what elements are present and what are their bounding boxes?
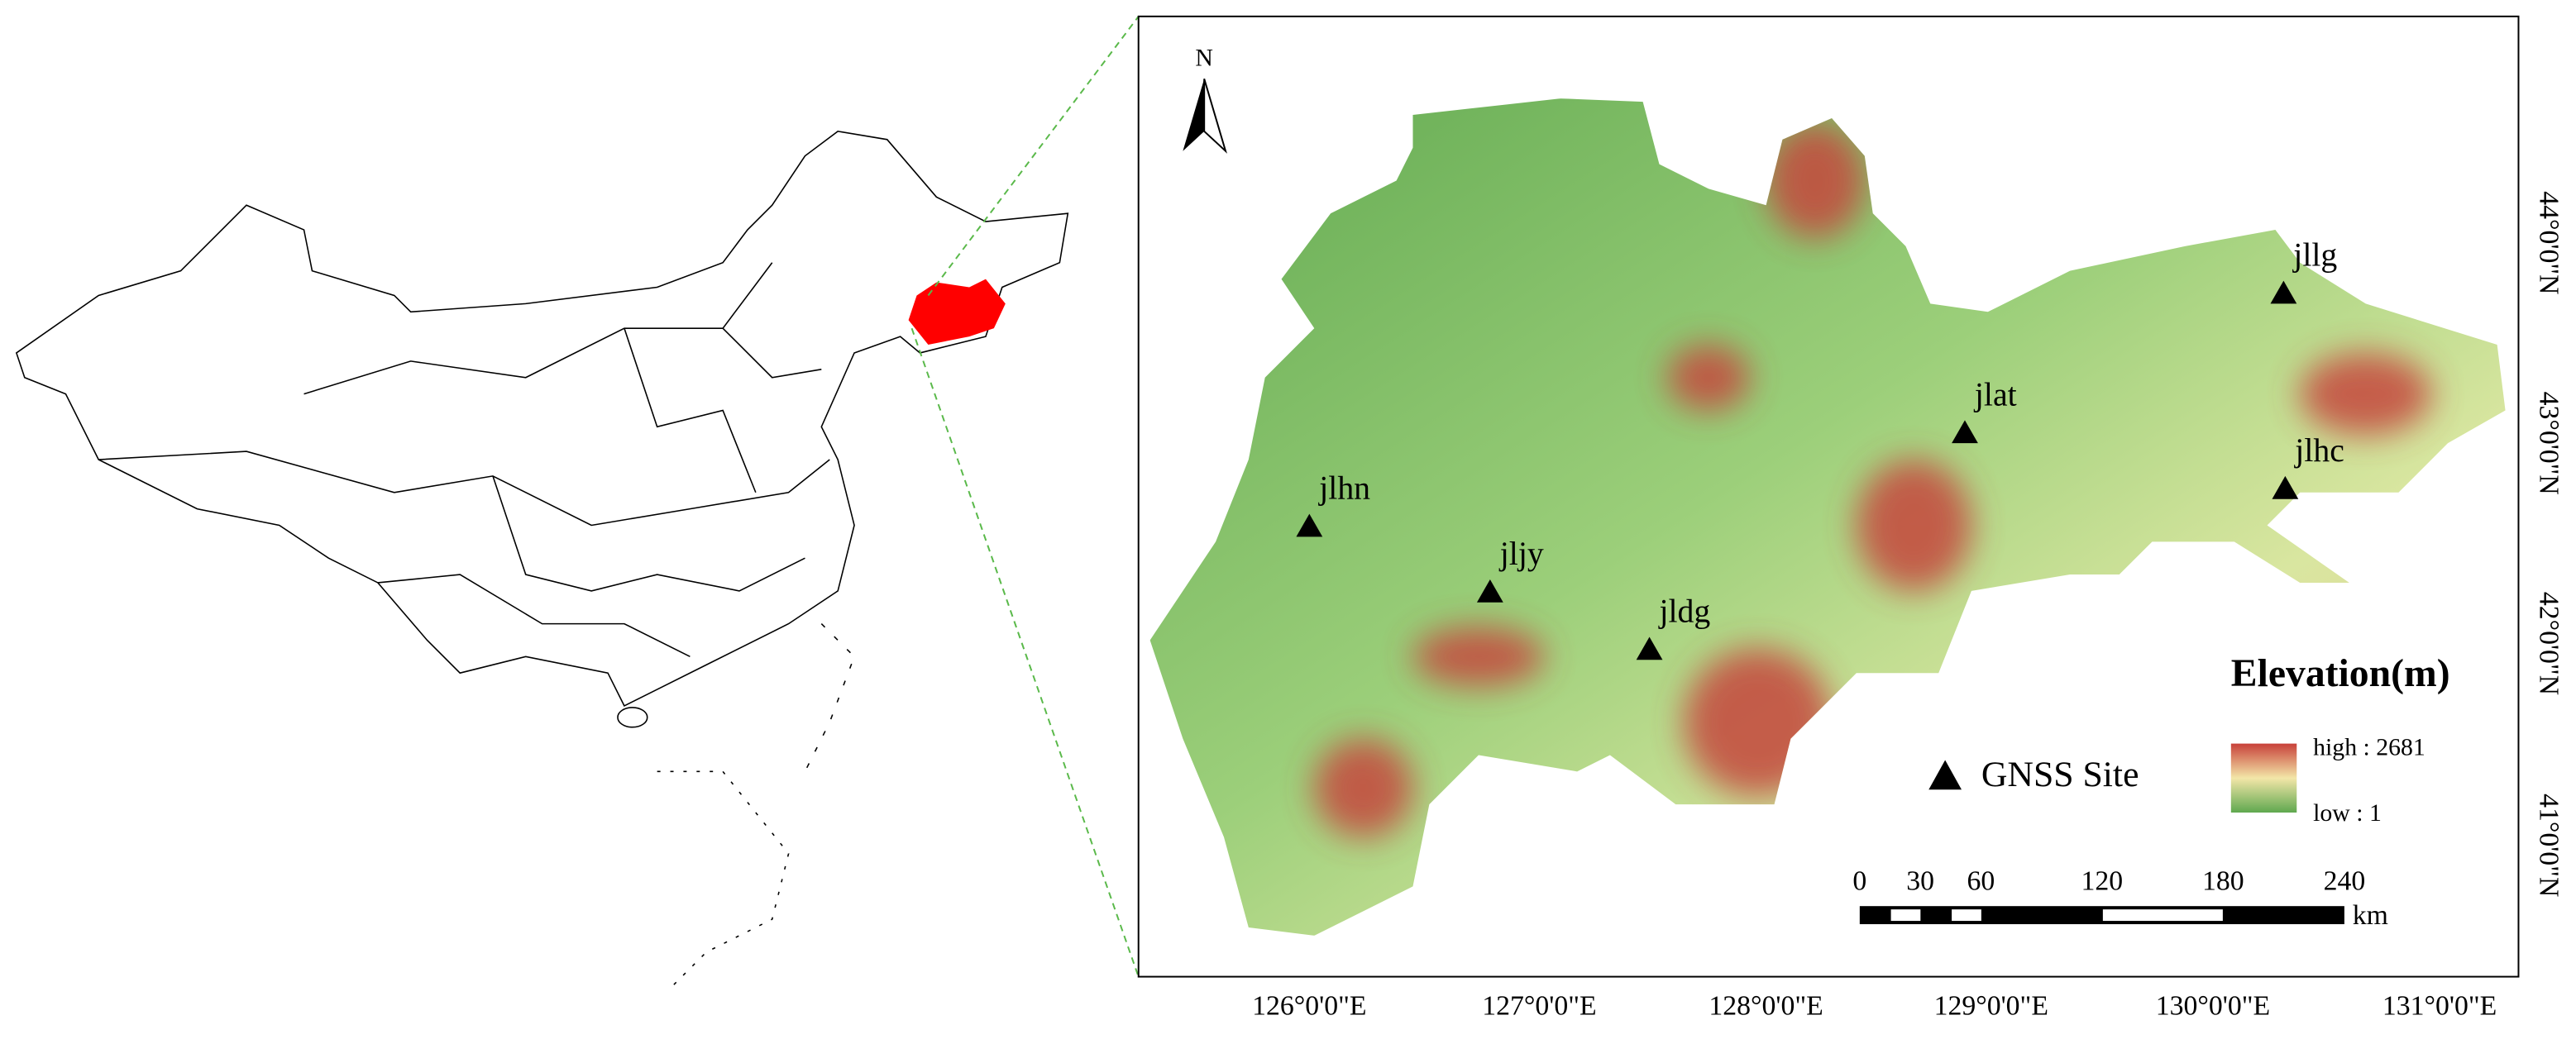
x-axis: 126°0'0"E 127°0'0"E 128°0'0"E 129°0'0"E …: [1252, 990, 2497, 1021]
scale-label: 240: [2324, 865, 2366, 896]
y-tick-label: 42°0'0"N: [2533, 592, 2564, 695]
highland: [1667, 345, 1750, 411]
legend-low: low : 1: [2313, 799, 2382, 827]
scale-segment: [1952, 909, 1981, 922]
highland: [1314, 738, 1413, 837]
site-marker: [2272, 475, 2299, 499]
scale-bar: 0 30 60 120 180 240 km: [1852, 865, 2388, 931]
north-label: N: [1195, 44, 1213, 71]
islands: [657, 770, 790, 986]
y-axis: 44°0'0"N 43°0'0"N 42°0'0"N 41°0'0"N: [2533, 191, 2564, 897]
province-border: [624, 327, 757, 493]
site-label: jllg: [2292, 237, 2337, 274]
scale-segment: [2102, 909, 2223, 922]
highland: [2300, 352, 2432, 436]
legend-title: Elevation(m): [2231, 652, 2450, 695]
province-border: [303, 262, 773, 395]
arrow-head: [1203, 79, 1227, 154]
x-tick-label: 126°0'0"E: [1252, 990, 1366, 1021]
site-label: jlhc: [2293, 432, 2344, 469]
site-marker: [1476, 579, 1503, 603]
site-label: jlhn: [1317, 470, 1370, 507]
scale-unit: km: [2353, 900, 2388, 931]
site-marker: [2270, 280, 2297, 304]
site-label: jldg: [1657, 594, 1710, 630]
site-label: jljy: [1498, 536, 1544, 572]
scale-label: 30: [1906, 865, 1934, 896]
jilin-highlight: [908, 279, 1006, 346]
scale-label: 0: [1852, 865, 1866, 896]
site-marker: [1636, 636, 1663, 660]
scale-segment: [1890, 909, 1921, 922]
x-tick-label: 127°0'0"E: [1482, 990, 1596, 1021]
province-border: [492, 475, 805, 592]
china-outline: [15, 131, 1069, 707]
province-border: [98, 450, 830, 527]
site-marker: [1296, 513, 1323, 537]
scale-label: 60: [1967, 865, 1995, 896]
site-marker: [1952, 420, 1978, 444]
province-border: [722, 327, 822, 379]
leader-line: [927, 16, 1140, 297]
islands: [804, 623, 855, 772]
scale-label: 180: [2202, 865, 2244, 896]
site-label: jlat: [1973, 377, 2017, 413]
scale-segment: [1859, 906, 2344, 925]
y-tick-label: 43°0'0"N: [2533, 392, 2564, 495]
legend-site-marker: [1928, 760, 1962, 790]
scale-labels: 0 30 60 120 180 240: [1852, 865, 2365, 896]
sites: jlhn jljy jldg jlat jllg jlhc: [1296, 237, 2344, 660]
x-tick-label: 131°0'0"E: [2382, 990, 2497, 1021]
x-tick-label: 130°0'0"E: [2156, 990, 2270, 1021]
x-tick-label: 128°0'0"E: [1709, 990, 1823, 1021]
hainan: [617, 707, 648, 728]
y-tick-label: 44°0'0"N: [2533, 191, 2564, 294]
highland: [1412, 627, 1545, 687]
y-tick-label: 41°0'0"N: [2533, 794, 2564, 897]
leader-line: [910, 327, 1140, 977]
x-tick-label: 129°0'0"E: [1934, 990, 2048, 1021]
china-map: [15, 131, 1069, 986]
highland: [1856, 460, 1971, 591]
province-border: [377, 574, 691, 658]
scale-label: 120: [2081, 865, 2124, 896]
highland: [1766, 122, 1865, 238]
legend-site: GNSS Site: [1981, 755, 2139, 794]
legend-ramp: [2230, 743, 2297, 813]
legend-high: high : 2681: [2313, 733, 2425, 760]
